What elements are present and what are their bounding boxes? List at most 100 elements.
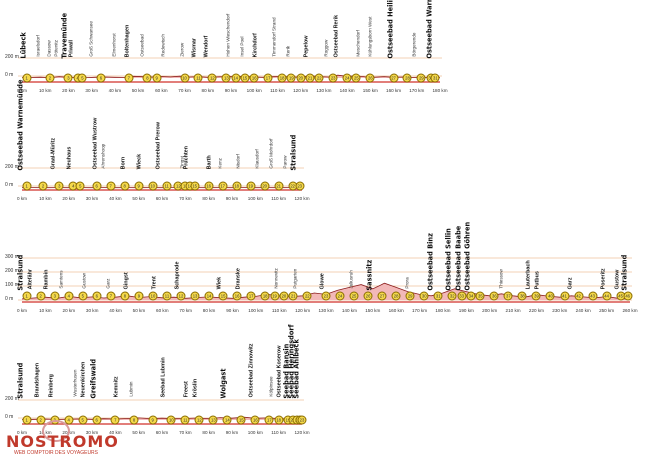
distance-tick-label: 40 km — [109, 308, 122, 313]
distance-tick-label: 0 km — [17, 88, 27, 93]
place-label: Stralsund — [620, 254, 629, 291]
distance-tick-label: 10 km — [39, 308, 52, 313]
place-label: Kölpinsee — [268, 376, 274, 397]
place-label: Ostseebad Sellin — [444, 228, 453, 291]
waypoint-marker: 23 — [295, 181, 305, 191]
place-label: Elmenhorst — [111, 33, 117, 57]
waypoint-marker: 26 — [365, 73, 375, 83]
waypoint-marker: 11 — [162, 291, 172, 301]
distance-tick-label: 110 km — [271, 196, 287, 201]
place-label: Roggow — [322, 39, 328, 57]
waypoint-marker: 25 — [349, 291, 359, 301]
place-label: Pepelow — [303, 35, 310, 58]
place-label: Ostseebad Warnemünde — [425, 0, 434, 59]
waypoint-marker: 23 — [321, 291, 331, 301]
place-label: Stralsund — [289, 134, 298, 171]
logo-tagline: WEB COMPTOIR DES VOYAGEURS — [14, 450, 98, 456]
waypoint-marker: 16 — [204, 181, 214, 191]
place-label: Altefähr — [27, 269, 34, 290]
place-label: Glowe — [319, 273, 326, 290]
waypoint-marker: 3 — [54, 181, 64, 191]
place-label: Prora — [404, 277, 410, 289]
place-label: Kenz — [217, 158, 223, 169]
place-label: Freest — [183, 381, 190, 398]
waypoint-marker: 16 — [250, 415, 260, 425]
place-label: Ostseebad Zinnowitz — [248, 343, 255, 398]
elevation-tick-label: 0 m — [5, 72, 14, 78]
logo-ring-icon — [42, 420, 70, 442]
place-label: Garz — [105, 278, 111, 289]
waypoint-marker: 10 — [148, 181, 158, 191]
place-label: Lübeck — [19, 32, 28, 59]
distance-tick-label: 130 km — [316, 88, 332, 93]
waypoint-marker: 34 — [466, 291, 476, 301]
place-label: Redewisch — [160, 34, 166, 57]
waypoint-marker: 5 — [77, 73, 87, 83]
distance-tick-label: 120 km — [293, 88, 309, 93]
waypoint-marker: 14 — [231, 73, 241, 83]
waypoint-marker: 9 — [134, 181, 144, 191]
place-label: Juliusruh — [348, 270, 354, 289]
waypoint-marker: 6 — [92, 291, 102, 301]
place-label: Seebad Ahlbeck — [292, 339, 301, 399]
place-label: Nonnevitz — [273, 268, 279, 289]
distance-tick-label: 70 km — [178, 88, 191, 93]
waypoint-marker: 7 — [124, 73, 134, 83]
distance-tick-label: 120 km — [294, 430, 310, 435]
place-label: Börgerende — [411, 32, 417, 57]
waypoint-marker: 26 — [363, 291, 373, 301]
place-label: Thiessow — [498, 269, 504, 289]
distance-tick-label: 100 km — [247, 196, 263, 201]
distance-tick-label: 150 km — [365, 308, 381, 313]
distance-tick-label: 50 km — [132, 430, 145, 435]
elevation-tick-label: 200 m — [5, 268, 19, 274]
place-label: Klausdorf — [254, 149, 260, 169]
waypoint-marker: 23 — [297, 415, 307, 425]
waypoint-marker: 7 — [106, 181, 116, 191]
distance-tick-label: 70 km — [179, 196, 192, 201]
place-label: Ostseebad Rerik — [333, 14, 340, 58]
waypoint-marker: 2 — [36, 291, 46, 301]
place-label: Trent — [151, 276, 158, 290]
waypoint-marker: 6 — [92, 181, 102, 191]
distance-tick-label: 170 km — [411, 308, 428, 313]
place-label: Dranske — [235, 268, 242, 290]
place-label: Pruchten — [183, 146, 190, 170]
waypoint-marker: 19 — [246, 181, 256, 191]
waypoint-marker: 2 — [36, 415, 46, 425]
place-label: Priwall — [69, 40, 75, 58]
distance-tick-label: 130 km — [318, 308, 334, 313]
place-label: Timmendorf Strand — [271, 17, 277, 57]
distance-tick-label: 20 km — [62, 308, 76, 313]
waypoint-marker: 31 — [430, 73, 440, 83]
place-label: Rambin — [43, 269, 50, 290]
place-label: Stralsund — [16, 254, 25, 291]
profile-svg — [18, 257, 632, 303]
waypoint-marker: 17 — [264, 415, 274, 425]
elevation-tick-label: 100 m — [5, 282, 19, 288]
distance-tick-label: 80 km — [201, 88, 215, 93]
distance-tick-label: 20 km — [62, 196, 75, 201]
waypoint-marker: 35 — [475, 291, 485, 301]
waypoint-marker: 9 — [148, 415, 158, 425]
place-label: Ahrenshoop — [100, 143, 106, 169]
distance-tick-label: 110 km — [270, 88, 285, 93]
elevation-tick-label: 0 m — [5, 414, 14, 420]
distance-tick-label: 60 km — [155, 88, 168, 93]
distance-tick-label: 180 km — [435, 308, 451, 313]
waypoint-marker: 21 — [274, 181, 284, 191]
place-label: Rerik — [285, 45, 291, 57]
distance-tick-label: 30 km — [85, 88, 98, 93]
waypoint-marker: 8 — [142, 73, 152, 83]
waypoint-marker: 33 — [457, 291, 467, 301]
place-label: Ostseebad Göhren — [463, 221, 472, 291]
place-label: Zierow — [178, 42, 184, 57]
waypoint-marker: 29 — [405, 291, 415, 301]
waypoint-marker: 18 — [277, 73, 287, 83]
waypoint-marker: 30 — [419, 291, 429, 301]
place-label: Born — [120, 156, 127, 170]
waypoint-marker: 14 — [204, 291, 214, 301]
waypoint-marker: 8 — [120, 291, 130, 301]
waypoint-marker: 11 — [193, 73, 203, 83]
